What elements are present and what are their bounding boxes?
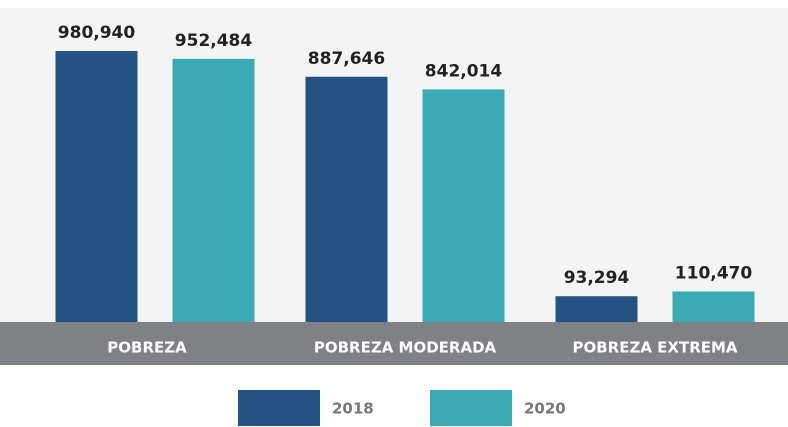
value-label: 110,470 <box>675 263 753 283</box>
value-label: 980,940 <box>58 23 136 43</box>
value-label: 887,646 <box>308 49 385 69</box>
bar <box>422 89 505 322</box>
x-tick-label: POBREZA EXTREMA <box>572 339 737 357</box>
bar <box>172 58 255 322</box>
legend-swatch <box>430 390 512 426</box>
bar <box>672 291 755 322</box>
x-tick-label: POBREZA MODERADA <box>314 339 497 357</box>
bar <box>55 51 138 322</box>
legend-swatch <box>238 390 320 426</box>
x-tick-label: POBREZA <box>107 339 187 357</box>
bar <box>305 76 388 322</box>
value-label: 952,484 <box>175 31 253 51</box>
value-label: 93,294 <box>564 268 630 288</box>
value-label: 842,014 <box>425 61 503 81</box>
bar <box>555 296 638 322</box>
legend-label: 2018 <box>332 400 374 418</box>
category-band <box>0 322 788 365</box>
legend-label: 2020 <box>524 400 566 418</box>
